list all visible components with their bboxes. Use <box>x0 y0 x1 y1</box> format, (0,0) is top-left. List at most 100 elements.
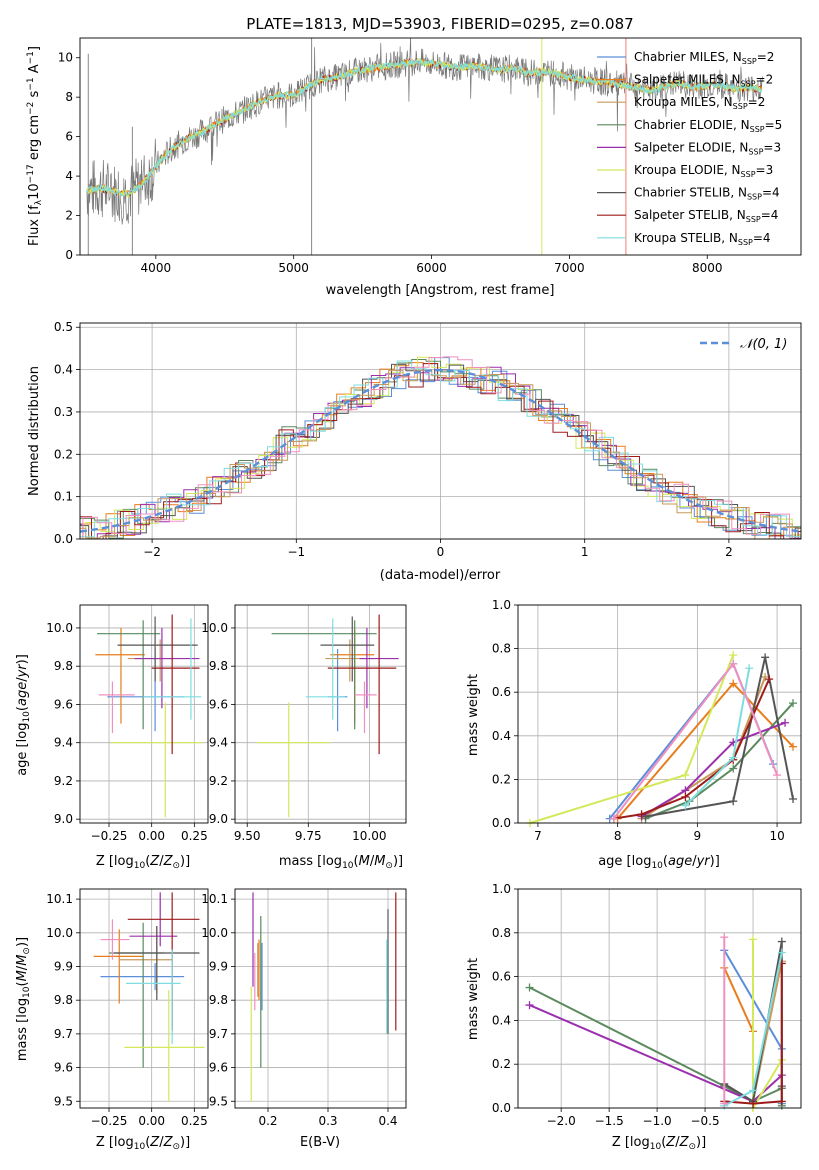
y-tick-label: 0.2 <box>54 447 73 461</box>
x-tick-label: 4000 <box>141 261 172 275</box>
x-tick-label: −1.5 <box>595 1114 624 1128</box>
weight-marker <box>681 792 690 801</box>
weight-marker <box>777 948 786 957</box>
legend-label: Kroupa ELODIE, NSSP=3 <box>634 163 773 179</box>
legend-label: 𝒩(0, 1) <box>740 337 787 352</box>
y-tick-label: 0.4 <box>492 1013 511 1027</box>
x-tick-label: 5000 <box>278 261 309 275</box>
weight-vs-age-panel: 7 8 9 10 0.0 0.2 0.4 0.6 0.8 1.0 <box>492 598 802 843</box>
weight-marker <box>525 1001 534 1010</box>
axes-frame <box>79 37 802 256</box>
y-tick-label: 9.7 <box>54 1027 73 1041</box>
weight-series <box>723 967 754 1032</box>
weight-age-xlabel: age [log10(age/yr)] <box>598 854 720 871</box>
x-tick-label: 7000 <box>554 261 585 275</box>
y-tick-label: 0 <box>65 248 73 262</box>
error-bars <box>256 614 399 818</box>
weight-series <box>529 986 783 1106</box>
y-tick-label: 10.0 <box>46 926 73 940</box>
x-tick-label: 9.75 <box>295 829 322 843</box>
y-tick-label: 10.0 <box>201 926 228 940</box>
weight-marker <box>637 810 646 819</box>
y-tick-label: 9.6 <box>209 1061 228 1075</box>
y-tick-label: 9.8 <box>209 993 228 1007</box>
x-tick-label: −0.25 <box>91 1114 128 1128</box>
legend-label: Salpeter STELIB, NSSP=4 <box>634 208 778 224</box>
x-tick-label: 2 <box>725 545 733 559</box>
weight-marker <box>729 764 738 773</box>
y-tick-label: 4 <box>65 169 73 183</box>
x-tick-label: 8 <box>614 829 622 843</box>
age-z-ylabel: age [log10(age/yr)] <box>15 654 32 776</box>
legend-label: Chabrier ELODIE, NSSP=5 <box>634 118 782 134</box>
x-tick-label: 9.50 <box>234 829 261 843</box>
y-tick-label: 1.0 <box>492 598 511 612</box>
weight-marker <box>789 699 798 708</box>
gaussian-reference <box>80 368 801 533</box>
weight-marker <box>749 1086 758 1095</box>
residual-histogram <box>80 357 801 539</box>
y-tick-label: 9.0 <box>209 812 228 826</box>
weight-lines <box>525 651 798 827</box>
weight-marker <box>720 933 729 942</box>
spectrum-title: PLATE=1813, MJD=53903, FIBERID=0295, z=0… <box>246 15 633 33</box>
legend-label: Chabrier STELIB, NSSP=4 <box>634 186 780 202</box>
y-tick-label: 0.6 <box>492 970 511 984</box>
legend-label: Chabrier MILES, NSSP=2 <box>634 50 774 66</box>
weight-marker <box>729 797 738 806</box>
y-tick-label: 9.5 <box>54 1094 73 1108</box>
x-tick-label: 0.2 <box>258 1114 277 1128</box>
y-tick-label: 6 <box>65 130 73 144</box>
y-tick-label: 8 <box>65 90 73 104</box>
y-tick-label: 0.2 <box>492 772 511 786</box>
residual-histogram <box>80 356 801 539</box>
x-tick-label: 0.25 <box>181 1114 208 1128</box>
weight-marker <box>745 664 754 673</box>
y-tick-label: 9.9 <box>209 959 228 973</box>
weight-marker <box>525 983 534 992</box>
x-tick-label: 0.4 <box>378 1114 397 1128</box>
residuals-panel: −2 −1 0 1 2 0.0 0.1 0.2 0.3 0.4 0.5 𝒩(0, 1) <box>54 320 802 559</box>
residual-histogram <box>80 356 801 539</box>
spectrum-panel: 4000 5000 6000 7000 8000 0 2 4 6 8 10 Chabrier MILE… <box>58 37 802 275</box>
y-tick-label: 9.6 <box>54 1061 73 1075</box>
weight-series <box>645 657 794 818</box>
mass-z-xlabel: Z [log10(Z/Z⊙)] <box>96 1135 190 1152</box>
y-tick-label: 9.7 <box>209 1027 228 1041</box>
x-tick-label: −0.5 <box>690 1114 719 1128</box>
y-tick-label: 10.1 <box>46 892 73 906</box>
y-tick-label: 10.0 <box>201 621 228 635</box>
spectrum-lines <box>86 38 763 255</box>
weight-marker <box>777 1097 786 1106</box>
weight-marker <box>729 679 738 688</box>
weight-series <box>645 702 794 820</box>
axes-frame <box>234 888 407 1109</box>
residual-histogram <box>80 363 801 539</box>
weight-marker <box>781 718 790 727</box>
x-tick-label: −1.0 <box>643 1114 672 1128</box>
age-vs-metallicity-panel: −0.25 0.00 0.25 9.0 9.2 9.4 9.6 9.8 10.0 <box>46 604 209 843</box>
residual-histogram <box>80 362 801 539</box>
legend-label: Salpeter MILES, NSSP=2 <box>634 73 773 89</box>
x-tick-label: 6000 <box>416 261 447 275</box>
x-tick-label: −2.0 <box>547 1114 576 1128</box>
axes-frame <box>79 888 209 1109</box>
y-tick-label: 0.8 <box>492 926 511 940</box>
y-tick-label: 0.0 <box>54 532 73 546</box>
y-tick-label: 9.4 <box>54 736 73 750</box>
y-tick-label: 0.0 <box>492 816 511 830</box>
mass-vs-extinction-panel: 0.2 0.3 0.4 9.5 9.6 9.7 9.8 9.9 10.0 10.1 <box>201 888 407 1128</box>
axes-frame <box>517 604 802 824</box>
axes-frame <box>234 604 407 824</box>
y-tick-label: 1.0 <box>492 882 511 896</box>
y-tick-label: 0.3 <box>54 405 73 419</box>
y-tick-label: 9.8 <box>209 659 228 673</box>
weight-z-xlabel: Z [log10(Z/Z⊙)] <box>612 1135 706 1152</box>
axes-frame <box>79 604 209 824</box>
weight-age-ylabel: mass weight <box>466 674 481 756</box>
error-bars <box>250 892 397 1102</box>
y-tick-label: 0.1 <box>54 490 73 504</box>
legend-label: Kroupa MILES, NSSP=2 <box>634 95 765 111</box>
y-tick-label: 0.8 <box>492 642 511 656</box>
